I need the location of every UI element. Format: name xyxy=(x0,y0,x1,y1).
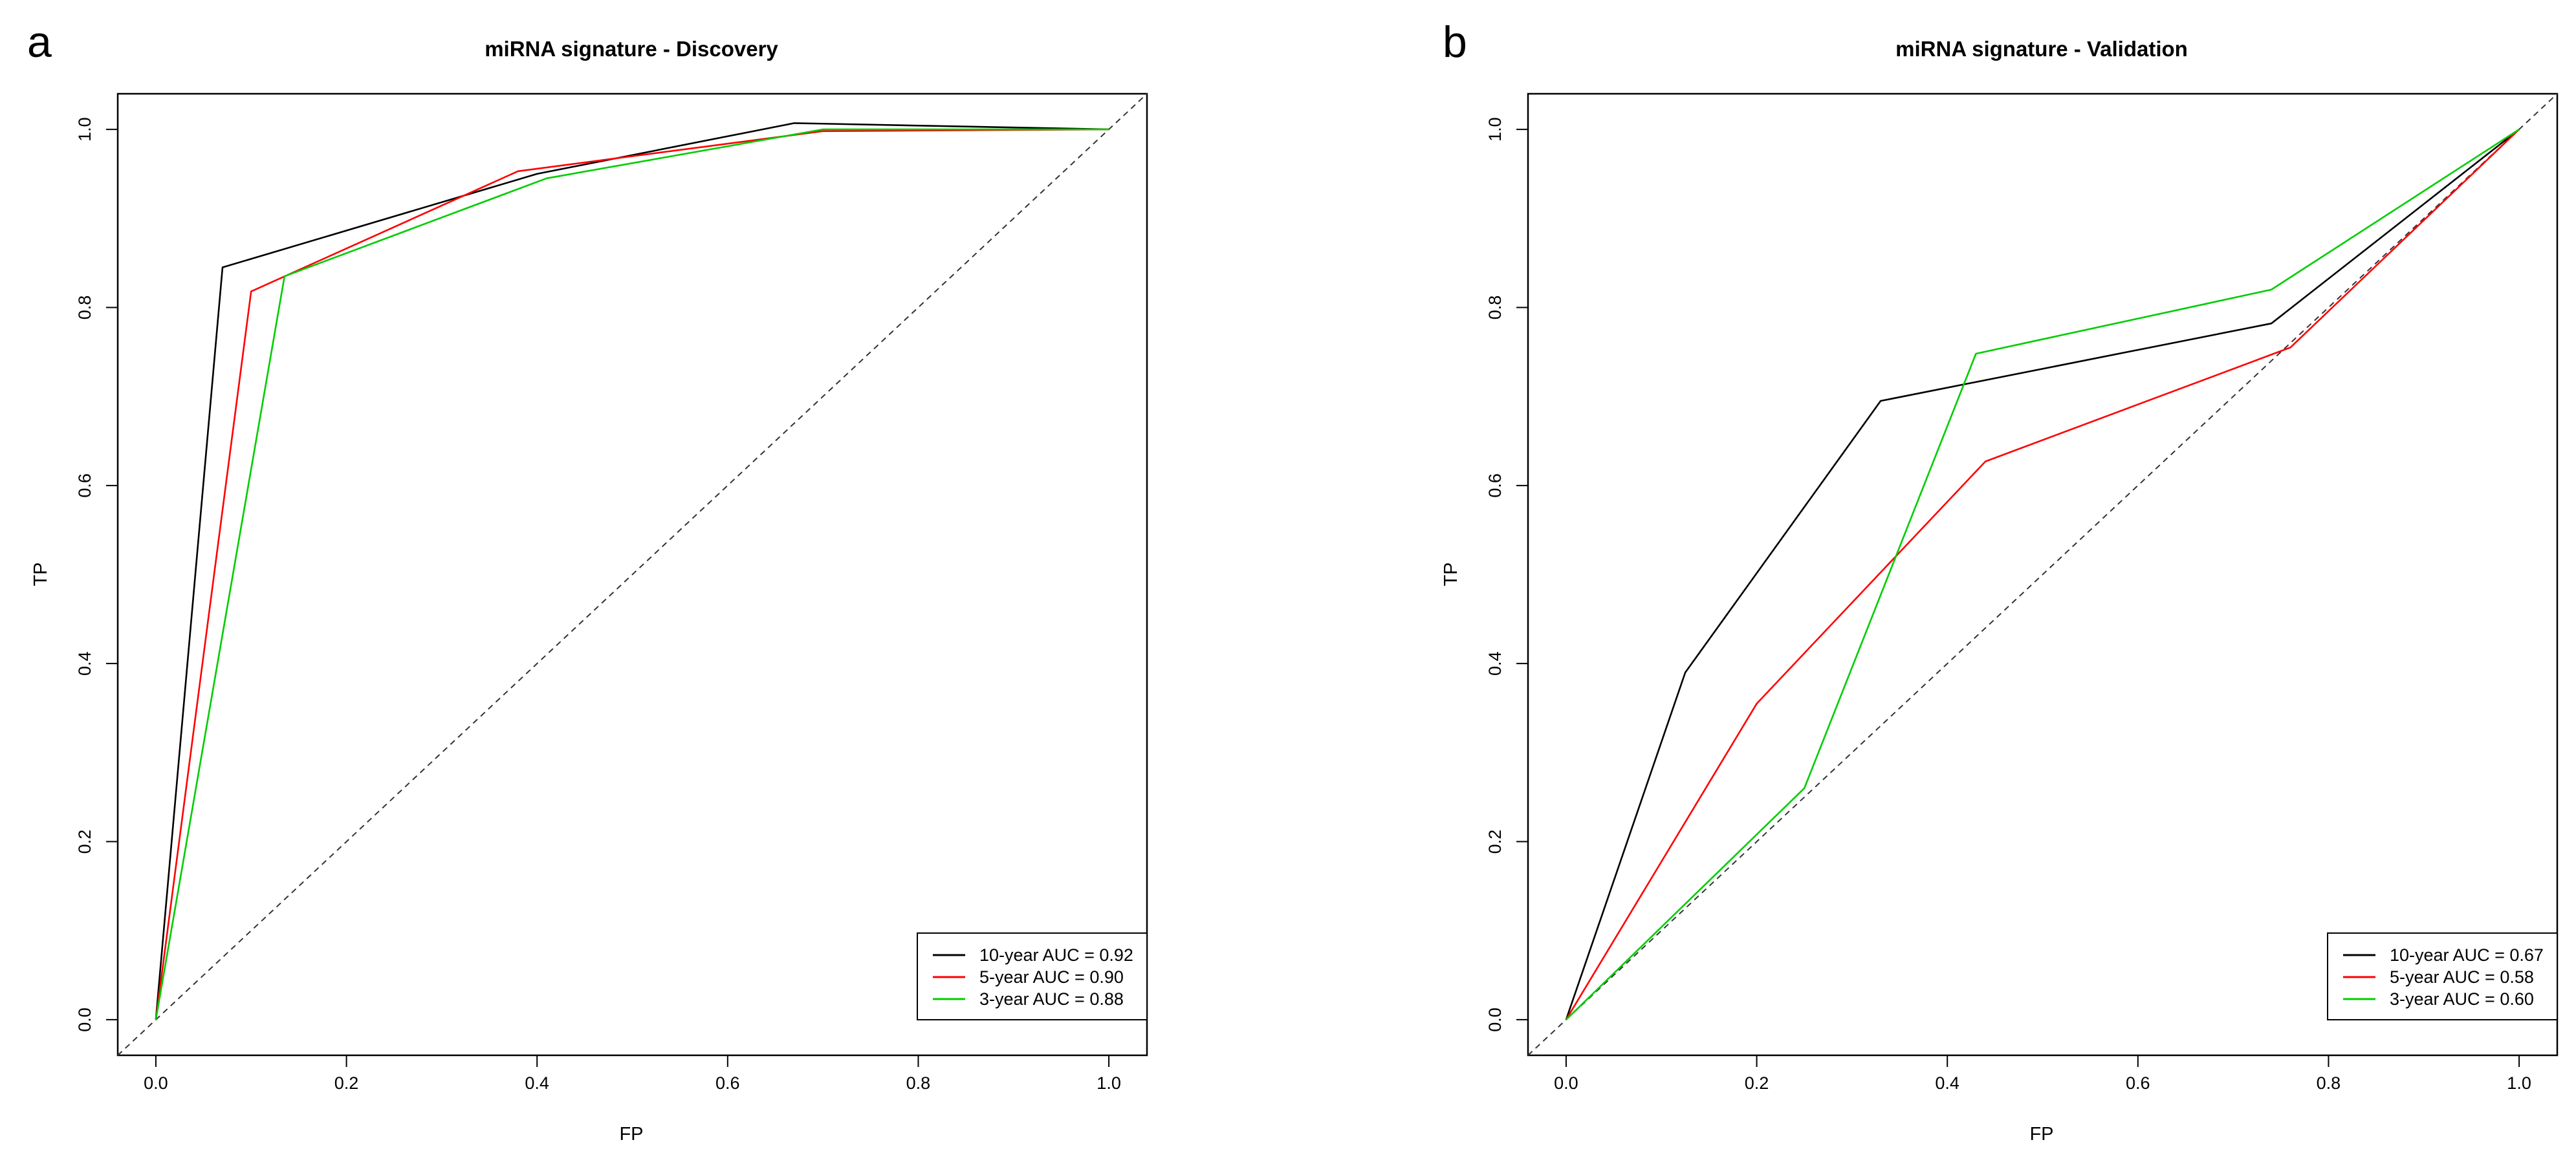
y-tick-label: 1.0 xyxy=(75,117,94,142)
y-tick-label: 0.4 xyxy=(1485,651,1505,676)
chart-title: miRNA signature - Validation xyxy=(1895,37,2188,61)
y-tick-label: 0.6 xyxy=(1485,473,1505,498)
y-tick-label: 0.0 xyxy=(75,1007,94,1032)
legend-label: 3-year AUC = 0.88 xyxy=(979,989,1124,1009)
y-tick-label: 1.0 xyxy=(1485,117,1505,142)
x-tick-label: 0.6 xyxy=(2126,1073,2150,1093)
legend-label: 5-year AUC = 0.90 xyxy=(979,967,1124,987)
legend-label: 3-year AUC = 0.60 xyxy=(2390,989,2534,1009)
x-tick-label: 0.2 xyxy=(1745,1073,1769,1093)
panel-a: a miRNA signature - Discovery FP TP 0.0 0… xyxy=(27,17,1148,1145)
panel-letter: a xyxy=(27,17,52,67)
x-axis-label: FP xyxy=(619,1124,643,1145)
y-tick-label: 0.6 xyxy=(75,473,94,498)
y-axis-label: TP xyxy=(30,562,51,586)
axis-ticks: 0.0 0.2 0.4 0.6 0.8 1.0 0.0 0.2 0.4 0.6 0.8 1.0 xyxy=(75,117,1121,1093)
reference-diagonal xyxy=(1527,93,2558,1056)
x-tick-label: 0.8 xyxy=(906,1073,931,1093)
x-tick-label: 0.4 xyxy=(1935,1073,1959,1093)
roc-curves xyxy=(1527,93,2558,1056)
plot-frame xyxy=(1527,92,2559,1057)
y-tick-label: 0.8 xyxy=(75,296,94,320)
x-tick-label: 0.2 xyxy=(334,1073,359,1093)
roc-series-line xyxy=(1565,129,2520,1020)
y-tick-label: 0.2 xyxy=(1485,830,1505,854)
x-tick-label: 0.0 xyxy=(144,1073,168,1093)
roc-series-line xyxy=(1565,129,2520,1020)
x-tick-label: 0.0 xyxy=(1554,1073,1578,1093)
legend: 10-year AUC = 0.675-year AUC = 0.583-yea… xyxy=(2327,932,2558,1020)
chart-title: miRNA signature - Discovery xyxy=(485,37,778,61)
y-tick-label: 0.4 xyxy=(75,651,94,676)
legend-label: 5-year AUC = 0.58 xyxy=(2390,967,2534,987)
y-tick-label: 0.2 xyxy=(75,830,94,854)
legend-label: 10-year AUC = 0.92 xyxy=(979,945,1133,965)
y-tick-label: 0.0 xyxy=(1485,1007,1505,1032)
legend: 10-year AUC = 0.925-year AUC = 0.903-yea… xyxy=(917,932,1148,1020)
x-tick-label: 1.0 xyxy=(2507,1073,2531,1093)
roc-series-line xyxy=(155,122,1109,1020)
x-tick-label: 0.6 xyxy=(715,1073,740,1093)
roc-series-line xyxy=(155,128,1109,1020)
roc-series-line xyxy=(1565,129,2520,1020)
roc-curves xyxy=(117,93,1148,1056)
legend-label: 10-year AUC = 0.67 xyxy=(2390,945,2544,965)
panel-letter: b xyxy=(1443,17,1467,67)
x-tick-label: 0.8 xyxy=(2317,1073,2341,1093)
panel-b: b miRNA signature - Validation FP TP 0.0… xyxy=(1441,17,2559,1145)
x-tick-label: 1.0 xyxy=(1097,1073,1121,1093)
reference-diagonal xyxy=(117,93,1148,1056)
x-axis-label: FP xyxy=(2029,1124,2053,1145)
x-tick-label: 0.4 xyxy=(525,1073,549,1093)
axis-ticks: 0.0 0.2 0.4 0.6 0.8 1.0 0.0 0.2 0.4 0.6 0.8 1.0 xyxy=(1485,117,2531,1093)
plot-frame xyxy=(116,92,1148,1057)
roc-series-line xyxy=(155,128,1109,1020)
y-axis-label: TP xyxy=(1441,562,1461,586)
y-tick-label: 0.8 xyxy=(1485,296,1505,320)
